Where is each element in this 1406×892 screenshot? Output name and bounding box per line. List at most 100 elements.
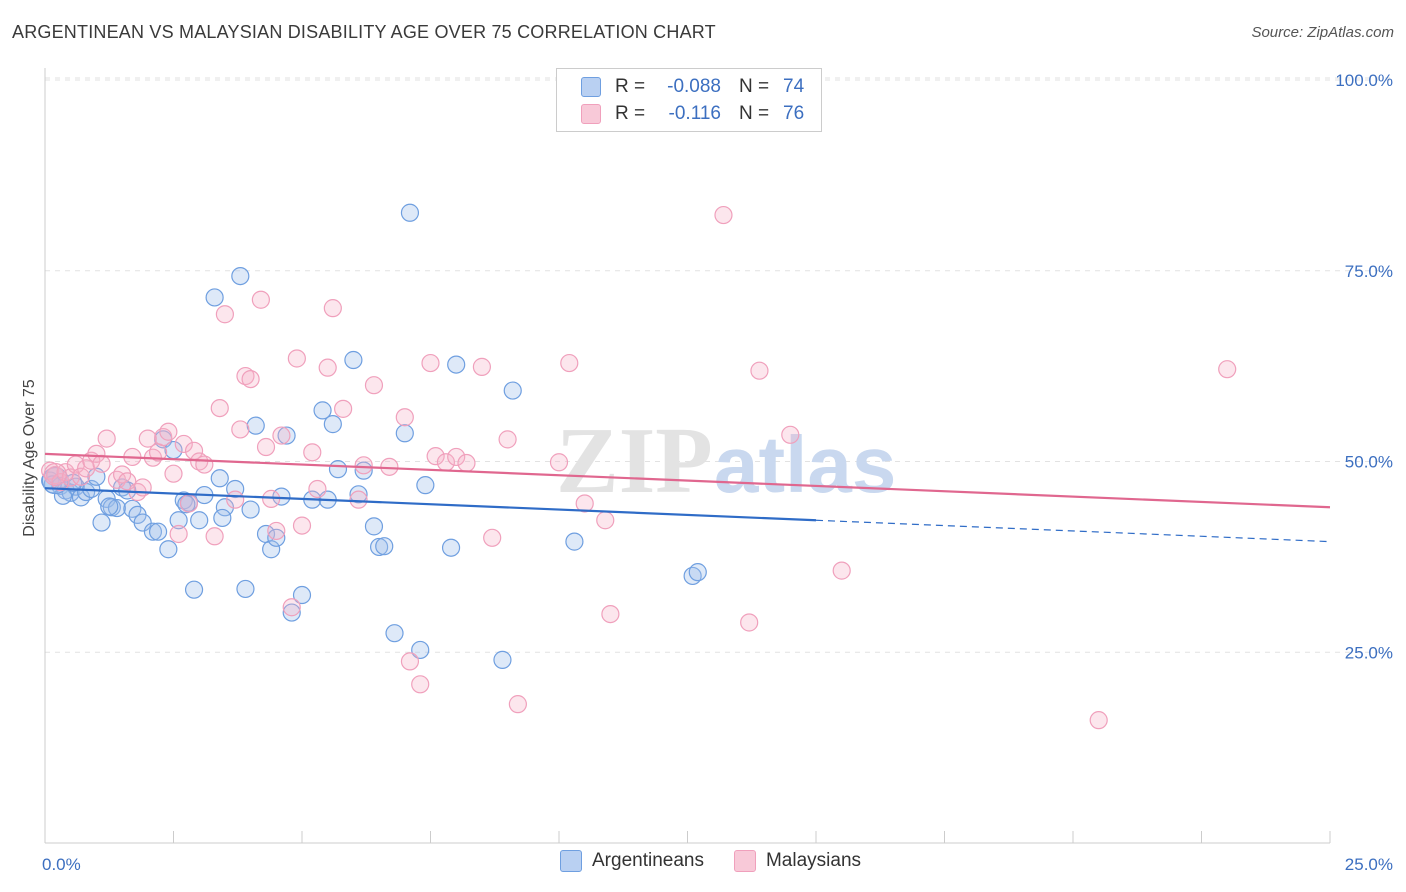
trend-lines bbox=[44, 452, 1331, 543]
argentineans-points bbox=[41, 203, 707, 669]
data-point bbox=[832, 561, 851, 580]
r-value: -0.088 bbox=[667, 76, 721, 97]
y-tick-label: 50.0% bbox=[1345, 453, 1393, 472]
legend-row-malaysians: R = -0.116 N = 76 bbox=[581, 102, 804, 126]
y-tick-label: 75.0% bbox=[1345, 262, 1393, 281]
x-tick-label: 25.0% bbox=[1345, 855, 1393, 874]
data-point bbox=[251, 290, 270, 309]
data-point bbox=[174, 434, 193, 454]
data-point bbox=[354, 456, 373, 475]
data-point bbox=[292, 516, 312, 535]
data-point bbox=[51, 473, 70, 492]
data-point bbox=[159, 422, 178, 441]
data-point bbox=[169, 524, 188, 544]
n-label: N = bbox=[739, 76, 770, 97]
data-point bbox=[370, 537, 389, 557]
data-point bbox=[318, 358, 337, 377]
data-point bbox=[308, 479, 327, 499]
data-point bbox=[100, 497, 119, 516]
r-value: -0.116 bbox=[668, 103, 721, 124]
data-point bbox=[277, 426, 296, 445]
data-point bbox=[215, 498, 234, 517]
data-point bbox=[184, 580, 204, 599]
data-point bbox=[596, 511, 615, 530]
y-tick-label: 100.0% bbox=[1335, 71, 1393, 90]
data-point bbox=[213, 508, 232, 528]
correlation-legend: R = -0.088 N = 74 R = -0.116 N = 76 bbox=[556, 68, 822, 132]
blue-swatch-icon bbox=[581, 77, 601, 97]
data-point bbox=[483, 528, 502, 547]
data-point bbox=[411, 675, 430, 694]
argentineans-trend-extension bbox=[815, 519, 1331, 543]
data-point bbox=[154, 427, 173, 447]
watermark-atlas: atlas bbox=[714, 420, 896, 509]
source-label: Source: ZipAtlas.com bbox=[1251, 24, 1394, 41]
data-point bbox=[565, 532, 584, 551]
data-point bbox=[148, 522, 168, 541]
data-point bbox=[334, 399, 353, 418]
data-point-cluster bbox=[43, 462, 67, 487]
legend-label: Argentineans bbox=[592, 850, 704, 871]
r-label: R = bbox=[615, 76, 646, 97]
pink-swatch-icon bbox=[581, 104, 601, 124]
chart-title: ARGENTINEAN VS MALAYSIAN DISABILITY AGE … bbox=[12, 22, 716, 42]
data-point bbox=[549, 453, 569, 472]
data-point bbox=[231, 420, 250, 439]
data-point bbox=[400, 652, 420, 671]
data-point bbox=[395, 408, 414, 427]
axes bbox=[44, 68, 1331, 844]
data-point bbox=[226, 490, 245, 509]
data-point bbox=[740, 613, 759, 632]
legend-item-malaysians: Malaysians bbox=[733, 850, 861, 872]
malaysians-points bbox=[41, 205, 1237, 730]
data-point bbox=[1218, 360, 1237, 379]
series-legend: Argentineans Malaysians bbox=[560, 850, 891, 872]
data-point bbox=[503, 381, 522, 400]
data-point bbox=[344, 350, 363, 370]
data-point bbox=[1089, 711, 1108, 730]
data-point bbox=[688, 563, 707, 582]
data-point bbox=[205, 288, 224, 307]
data-point bbox=[472, 357, 491, 376]
legend-row-argentineans: R = -0.088 N = 74 bbox=[581, 75, 804, 99]
data-point bbox=[205, 527, 224, 546]
r-label: R = bbox=[615, 103, 646, 124]
data-point bbox=[143, 522, 163, 541]
data-point bbox=[447, 447, 466, 467]
data-point bbox=[426, 447, 445, 466]
data-point bbox=[272, 426, 291, 445]
data-point bbox=[164, 464, 183, 483]
data-point bbox=[375, 537, 394, 556]
data-point bbox=[457, 453, 476, 473]
data-point bbox=[87, 444, 106, 463]
data-point bbox=[385, 624, 404, 643]
data-point bbox=[236, 366, 255, 386]
x-tick-label: 0.0% bbox=[42, 855, 81, 874]
data-point bbox=[92, 513, 111, 532]
data-point bbox=[349, 485, 368, 504]
legend-item-argentineans: Argentineans bbox=[560, 850, 704, 872]
data-point bbox=[714, 205, 733, 225]
data-point bbox=[421, 353, 440, 373]
data-point bbox=[210, 469, 229, 488]
data-point bbox=[411, 640, 430, 660]
y-tick-label: 25.0% bbox=[1345, 643, 1393, 662]
data-point bbox=[395, 424, 414, 443]
data-point bbox=[781, 425, 800, 444]
data-point bbox=[138, 429, 157, 448]
data-point bbox=[323, 415, 342, 434]
data-point bbox=[400, 203, 420, 222]
data-point bbox=[447, 355, 466, 374]
data-point bbox=[215, 305, 234, 324]
data-point bbox=[262, 540, 281, 559]
data-point bbox=[226, 479, 245, 499]
data-point bbox=[92, 454, 111, 473]
data-point bbox=[323, 299, 342, 318]
data-point bbox=[133, 513, 152, 532]
data-point bbox=[241, 500, 260, 519]
data-point bbox=[364, 376, 384, 395]
data-point bbox=[560, 353, 579, 373]
malaysians-trend-line bbox=[44, 452, 1331, 509]
data-point bbox=[169, 511, 188, 530]
data-point bbox=[236, 579, 255, 599]
